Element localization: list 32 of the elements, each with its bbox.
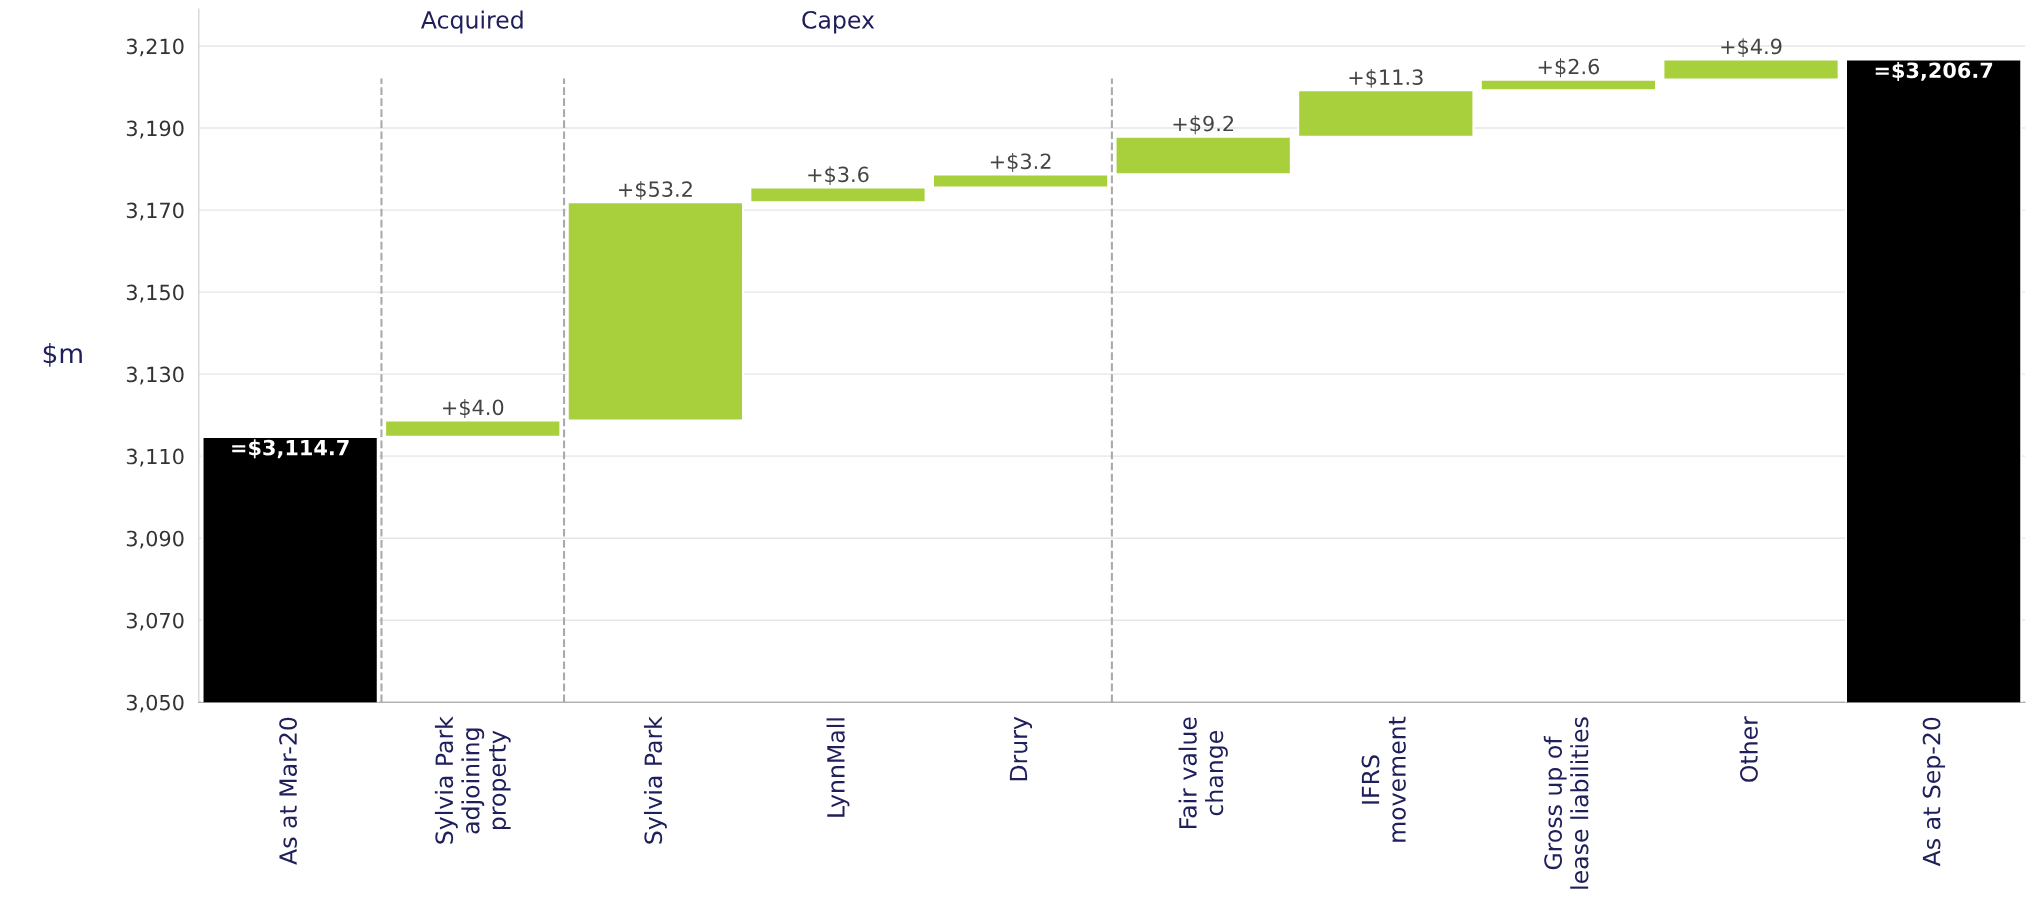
y-tick-label: 3,070 xyxy=(126,612,184,631)
y-tick-label: 3,190 xyxy=(126,120,184,139)
data-label: +$11.3 xyxy=(1349,68,1423,88)
x-tick-label: Gross up of lease liabilities xyxy=(1543,717,1589,889)
data-label: +$53.2 xyxy=(619,180,692,200)
data-label: +$3.2 xyxy=(990,153,1051,172)
x-tick-label: Sylvia Park adjoining property xyxy=(434,716,511,844)
data-label: +$3.6 xyxy=(808,166,869,186)
data-label: +$2.6 xyxy=(1538,58,1600,78)
y-tick-label: 3,210 xyxy=(126,38,184,57)
y-tick-label: 3,050 xyxy=(126,694,184,713)
annotation: Capex xyxy=(802,10,875,34)
x-tick-label: Sylvia Park xyxy=(643,716,667,844)
annotation: Acquired xyxy=(420,10,523,34)
y-tick-label: 3,170 xyxy=(126,202,184,221)
y-tick-label: 3,130 xyxy=(126,366,184,385)
data-label: +$4.0 xyxy=(443,399,504,418)
y-tick-label: 3,150 xyxy=(126,284,184,303)
y-tick-label: 3,090 xyxy=(126,530,184,549)
x-tick-label: As at Sep-20 xyxy=(1922,717,1946,867)
data-label: +$4.9 xyxy=(1721,38,1782,58)
x-tick-label: Fair value change xyxy=(1178,717,1228,828)
x-tick-label: Drury xyxy=(1009,716,1033,781)
x-tick-label: Other xyxy=(1739,716,1758,782)
data-label: =$3,114.7 xyxy=(232,439,349,459)
x-tick-label: LynnMall xyxy=(826,718,850,817)
y-tick-label: 3,110 xyxy=(126,448,184,467)
data-label: =$3,206.7 xyxy=(1875,62,1993,81)
y-axis-title: $m xyxy=(43,342,82,367)
data-label: +$9.2 xyxy=(1173,115,1234,135)
x-tick-label: As at Mar-20 xyxy=(279,717,297,865)
x-tick-label: IFRS movement xyxy=(1361,716,1406,842)
